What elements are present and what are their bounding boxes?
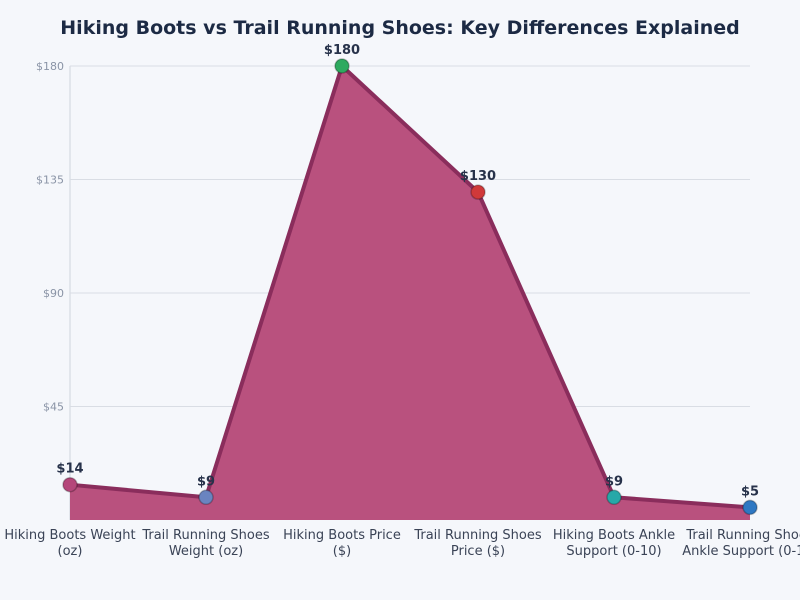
x-tick-label: Hiking Boots Ankle — [553, 528, 675, 543]
x-tick-label: Price ($) — [451, 544, 505, 559]
x-tick-label: ($) — [333, 544, 351, 559]
data-point — [470, 184, 486, 200]
area-fill — [70, 66, 750, 520]
data-label: $9 — [197, 474, 215, 489]
data-label: $180 — [324, 43, 360, 58]
x-tick-label: Support (0-10) — [566, 544, 661, 559]
chart-title: Hiking Boots vs Trail Running Shoes: Key… — [60, 17, 739, 39]
data-label: $9 — [605, 474, 623, 489]
y-tick-label: $180 — [36, 60, 64, 73]
x-tick-label: Hiking Boots Price — [283, 528, 401, 543]
y-tick-label: $135 — [36, 174, 64, 187]
data-point — [198, 489, 214, 506]
x-tick-label: Ankle Support (0-10) — [682, 544, 800, 559]
data-point — [742, 499, 758, 516]
x-tick-label: Trail Running Shoes — [413, 528, 542, 543]
y-tick-label: $45 — [43, 401, 64, 414]
data-point — [62, 476, 78, 493]
data-point — [606, 489, 622, 506]
x-tick-label: Weight (oz) — [169, 544, 243, 559]
data-point — [334, 58, 350, 74]
data-label: $5 — [741, 484, 759, 499]
data-label: $130 — [460, 169, 496, 184]
x-tick-label: Hiking Boots Weight — [4, 528, 135, 543]
x-tick-label: Trail Running Shoes — [141, 528, 270, 543]
data-label: $14 — [56, 462, 83, 477]
x-tick-label: (oz) — [58, 544, 83, 559]
x-tick-label: Trail Running Shoes — [685, 528, 800, 543]
series-line — [69, 64, 751, 510]
y-tick-label: $90 — [43, 287, 64, 300]
